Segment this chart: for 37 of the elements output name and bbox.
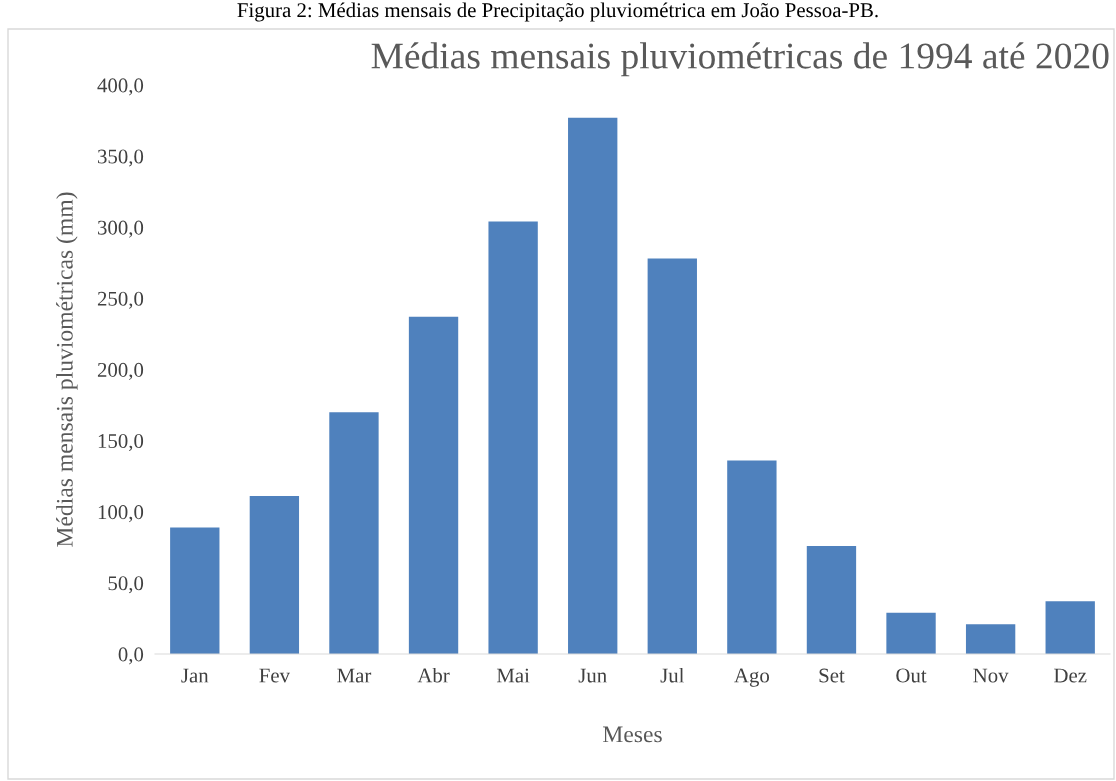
x-tick-label: Abr (417, 667, 450, 683)
y-tick-label: 300,0 (98, 220, 144, 238)
bar (329, 412, 379, 654)
bar (408, 316, 459, 654)
x-tick-label: Set (819, 668, 845, 683)
x-tick-label: Ago (734, 668, 770, 687)
x-tick-label: Mar (337, 668, 372, 683)
x-tick-label: Jan (181, 668, 209, 683)
y-tick-label: 350,0 (98, 149, 144, 167)
bar (249, 496, 300, 654)
x-tick-label: Fev (259, 668, 290, 683)
y-tick-label: 250,0 (97, 291, 144, 309)
y-tick-label: 200,0 (97, 362, 144, 380)
y-axis-title: Médias mensais pluviométricas (mm) (56, 192, 78, 547)
bar (727, 460, 777, 654)
x-tick-label: Dez (1054, 668, 1087, 683)
y-tick-label: 100,0 (98, 505, 144, 523)
bar (488, 221, 538, 654)
x-tick-label: Nov (973, 668, 1009, 683)
x-tick-label: Mai (496, 668, 530, 683)
y-tick-label: 50,0 (108, 576, 144, 594)
bar (965, 624, 1016, 654)
bar (806, 545, 857, 654)
x-axis-title: Meses (603, 726, 662, 743)
bar (1045, 601, 1095, 654)
text: Figura 2: Médias mensais de Precipitação pluviométrica em João Pessoa-PB. (237, 2, 878, 22)
x-tick-label: Jun (578, 668, 607, 683)
y-tick-label: 150,0 (98, 434, 144, 452)
chart-title: Médias mensais pluviométricas de 1994 até 2020 (371, 42, 1109, 77)
bar (647, 258, 697, 654)
bar (886, 612, 936, 654)
x-tick-label: Jul (660, 667, 685, 683)
bar (170, 527, 220, 654)
y-tick-label: 400,0 (97, 78, 144, 96)
bar (568, 117, 618, 654)
y-tick-label: 0,0 (118, 647, 144, 665)
x-tick-label: Out (896, 668, 927, 683)
